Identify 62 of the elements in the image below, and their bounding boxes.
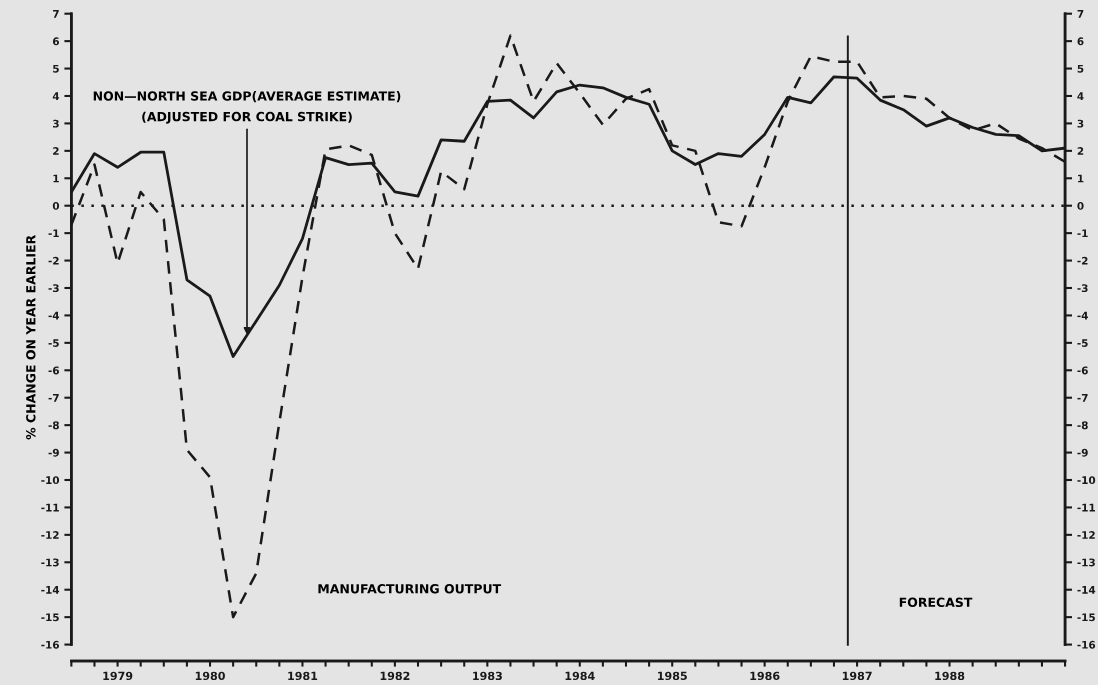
y-tick-label: 5 xyxy=(53,64,59,73)
x-tick-label: 1981 xyxy=(288,671,318,681)
y-tick-label: -3 xyxy=(48,284,59,293)
y-axis-title: % CHANGE ON YEAR EARLIER xyxy=(26,235,36,440)
y-tick-label: -2 xyxy=(48,256,59,265)
ref-line-label: FORECAST xyxy=(899,597,973,608)
y2-tick-label: -13 xyxy=(1077,558,1095,567)
y2-tick-label: 1 xyxy=(1078,174,1084,183)
y-tick-label: -11 xyxy=(41,503,59,512)
x-tick-label: 1986 xyxy=(750,671,780,681)
y-tick-label: -13 xyxy=(41,558,59,567)
y2-tick-label: -16 xyxy=(1077,640,1096,649)
annotation: NON—NORTH SEA GDP(AVERAGE ESTIMATE) (ADJUSTED FOR COAL STRIKE) xyxy=(93,91,401,124)
y-tick-label: 7 xyxy=(53,10,59,18)
x-tick-label: 1984 xyxy=(565,671,595,681)
y2-tick-label: -11 xyxy=(1077,503,1095,512)
y2-tick-label: 2 xyxy=(1077,147,1084,155)
y-tick-label: -6 xyxy=(48,366,59,375)
y2-tick-label: -10 xyxy=(1077,476,1096,485)
y2-tick-label: 3 xyxy=(1077,119,1084,128)
y2-tick-label: 6 xyxy=(1077,37,1084,46)
y2-tick-label: -12 xyxy=(1077,531,1095,539)
y-tick-label: -15 xyxy=(41,613,59,622)
x-tick-label: 1988 xyxy=(935,671,965,681)
y2-tick-label: -4 xyxy=(1077,311,1088,320)
y-tick-label: 0 xyxy=(52,201,60,210)
y2-tick-label: 7 xyxy=(1077,10,1084,18)
y2-tick-label: -15 xyxy=(1077,613,1095,622)
y-tick-label: -16 xyxy=(41,640,60,649)
y2-tick-label: -8 xyxy=(1077,421,1088,430)
y-tick-label: 1 xyxy=(53,174,59,183)
y-tick-label: 4 xyxy=(52,92,60,100)
x-tick-label: 1979 xyxy=(103,671,133,681)
y-tick-label: 3 xyxy=(53,119,59,128)
y-tick-label: 6 xyxy=(52,37,59,46)
y2-tick-label: -7 xyxy=(1077,394,1088,402)
y-tick-label: -12 xyxy=(41,531,59,539)
y2-tick-label: -3 xyxy=(1077,284,1088,293)
y2-tick-label: -14 xyxy=(1077,586,1096,594)
y2-tick-label: 4 xyxy=(1077,92,1084,100)
y-tick-label: -8 xyxy=(48,421,59,430)
y2-tick-label: -1 xyxy=(1077,229,1088,238)
x-tick-label: 1987 xyxy=(842,671,872,681)
x-tick-label: 1980 xyxy=(195,671,225,681)
annotation: MANUFACTURING OUTPUT xyxy=(318,583,502,594)
y2-tick-label: 0 xyxy=(1077,201,1084,210)
x-tick-label: 1985 xyxy=(658,671,687,681)
y-tick-label: -5 xyxy=(48,339,59,347)
y2-tick-label: 5 xyxy=(1077,64,1084,73)
x-tick-label: 1983 xyxy=(473,671,502,681)
y-tick-label: -14 xyxy=(41,586,60,594)
y-tick-label: -1 xyxy=(48,229,59,238)
y-tick-label: -10 xyxy=(41,476,60,485)
x-tick-label: 1982 xyxy=(380,671,410,681)
y2-tick-label: -6 xyxy=(1077,366,1088,375)
y-tick-label: 2 xyxy=(53,147,59,155)
y2-tick-label: -2 xyxy=(1077,256,1088,265)
y-tick-label: -7 xyxy=(48,394,59,402)
y2-tick-label: -9 xyxy=(1077,448,1088,457)
y-tick-label: -4 xyxy=(48,311,60,320)
y-tick-label: -9 xyxy=(48,448,59,457)
y2-tick-label: -5 xyxy=(1077,339,1088,347)
